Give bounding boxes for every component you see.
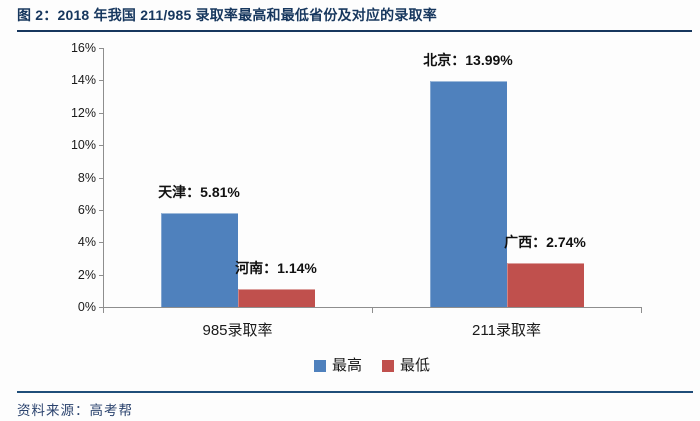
data-label: 天津：5.81% bbox=[158, 183, 240, 200]
data-label: 北京：13.99% bbox=[423, 51, 513, 68]
x-category-label: 985录取率 bbox=[202, 322, 273, 339]
x-axis-tick bbox=[641, 308, 642, 313]
legend-swatch-icon bbox=[313, 360, 326, 372]
y-axis-tick bbox=[99, 112, 103, 114]
y-axis-tick bbox=[99, 209, 103, 211]
chart-legend: 最高 最低 bbox=[103, 358, 641, 374]
x-axis-line bbox=[103, 307, 642, 308]
y-axis-tick bbox=[99, 307, 103, 308]
y-tick-label: 12% bbox=[70, 105, 96, 120]
legend-item-最低: 最低 bbox=[382, 358, 430, 374]
legend-swatch-icon bbox=[382, 360, 394, 372]
y-axis-tick bbox=[99, 242, 103, 244]
y-axis-tick bbox=[99, 274, 103, 276]
footer-divider bbox=[17, 391, 693, 393]
y-tick-label: 10% bbox=[70, 138, 96, 153]
legend-item-最高: 最高 bbox=[313, 357, 362, 374]
bar-最低-985录取率 bbox=[237, 288, 315, 307]
bar-最高-211录取率 bbox=[429, 80, 507, 307]
y-tick-label: 2% bbox=[77, 267, 96, 282]
x-axis-tick bbox=[372, 308, 373, 313]
y-tick-label: 14% bbox=[70, 73, 96, 88]
data-label: 河南：1.14% bbox=[235, 259, 317, 276]
y-axis-line bbox=[103, 48, 104, 308]
x-axis-tick bbox=[103, 308, 104, 313]
legend-label: 最低 bbox=[400, 357, 431, 374]
y-axis-tick bbox=[99, 48, 103, 49]
y-tick-label: 6% bbox=[77, 202, 96, 217]
source-note: 资料来源：高考帮 bbox=[17, 403, 133, 418]
y-axis-tick bbox=[99, 80, 103, 82]
legend-label: 最高 bbox=[331, 357, 362, 374]
y-tick-label: 8% bbox=[77, 170, 96, 185]
y-axis-tick bbox=[99, 177, 103, 179]
y-axis-tick bbox=[99, 145, 103, 147]
bar-最高-985录取率 bbox=[160, 212, 238, 307]
figure-title: 图 2：2018 年我国 211/985 录取率最高和最低省份及对应的录取率 bbox=[17, 5, 692, 32]
data-label: 广西：2.74% bbox=[504, 233, 586, 250]
bar-最低-211录取率 bbox=[506, 262, 584, 307]
y-tick-label: 16% bbox=[70, 41, 96, 55]
y-tick-label: 0% bbox=[77, 300, 96, 314]
x-category-label: 211录取率 bbox=[472, 322, 541, 339]
y-tick-label: 4% bbox=[77, 235, 96, 250]
